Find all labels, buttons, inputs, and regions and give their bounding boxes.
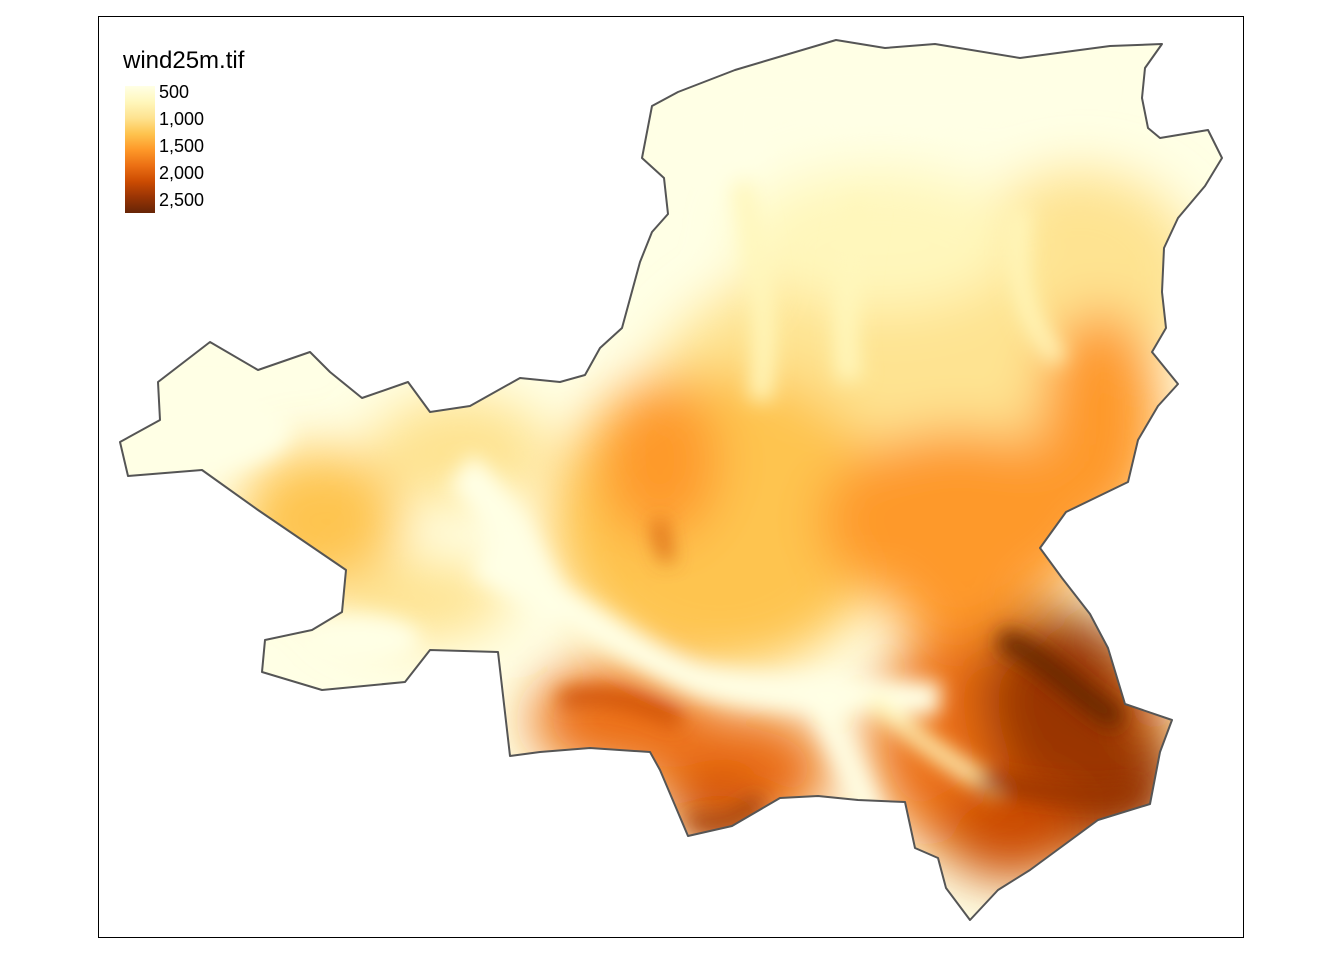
legend-body: 500 1,000 1,500 2,000 2,500 xyxy=(123,82,244,216)
legend-label-500: 500 xyxy=(159,82,190,102)
legend-label-2000: 2,000 xyxy=(159,163,205,183)
legend-title: wind25m.tif xyxy=(123,47,245,74)
region-boundary xyxy=(119,39,1223,921)
legend-label-1500: 1,500 xyxy=(159,136,205,156)
legend: wind25m.tif 500 1,000 1,500 2,000 2,500 xyxy=(123,46,244,216)
legend-label-2500: 2,500 xyxy=(159,190,205,210)
legend-label-1000: 1,000 xyxy=(159,109,205,129)
legend-color-bar xyxy=(125,86,155,213)
